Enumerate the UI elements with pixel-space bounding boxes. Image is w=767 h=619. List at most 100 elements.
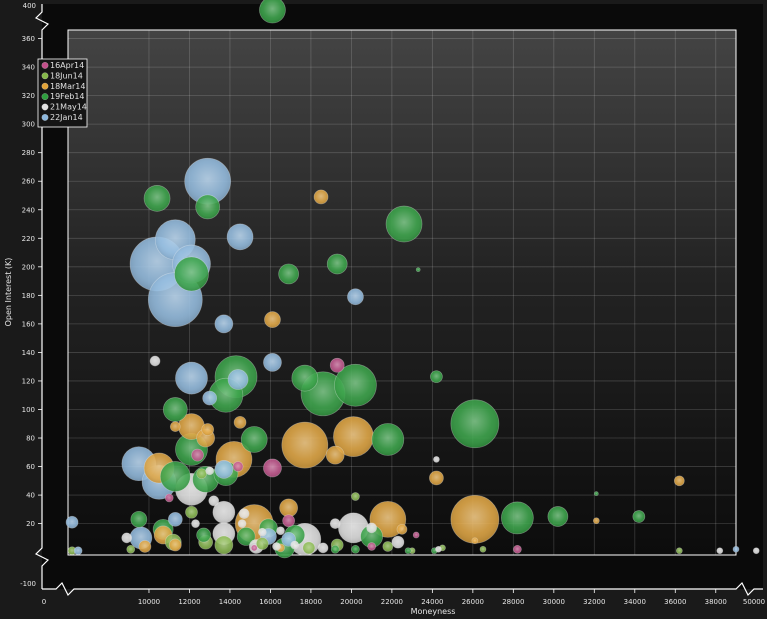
bubble-highlight	[191, 519, 200, 528]
legend-label: 18Jun14	[50, 71, 83, 80]
x-tick-label: 22000	[381, 598, 403, 606]
legend-label: 19Feb14	[50, 92, 85, 101]
bubble-22Jan14	[202, 390, 218, 406]
bubble-highlight	[450, 495, 499, 544]
bubble-highlight	[433, 456, 440, 463]
bubble-highlight	[259, 0, 286, 24]
bubble-21May14	[237, 519, 247, 528]
bubble-highlight	[327, 253, 348, 274]
bubble-19Feb14	[404, 547, 412, 555]
bubble-18Jun14	[351, 492, 360, 501]
bubble-highlight	[214, 314, 233, 333]
x-tick-label: 18000	[300, 598, 322, 606]
bubble-18Mar14	[396, 523, 408, 535]
x-tick-label: 20000	[340, 598, 362, 606]
bubble-16Apr14	[329, 357, 345, 373]
y-tick-label: 60	[26, 463, 35, 471]
y-tick-label: 240	[22, 206, 35, 214]
bubble-16Apr14	[282, 514, 295, 528]
bubble-highlight	[227, 223, 254, 250]
bubble-highlight	[391, 536, 404, 549]
bubble-21May14	[272, 542, 281, 551]
legend-marker	[41, 72, 49, 80]
bubble-19Feb14	[415, 267, 421, 273]
bubble-highlight	[258, 528, 267, 537]
bubble-18Jun14	[196, 468, 207, 480]
bubble-highlight	[238, 519, 247, 528]
bubble-18Mar14	[169, 421, 181, 432]
bubble-18Mar14	[264, 311, 281, 328]
bubble-18Jun14	[479, 545, 487, 553]
bubble-highlight	[68, 546, 77, 555]
x-tick-label: 14000	[219, 598, 241, 606]
y-tick-label: 280	[22, 149, 35, 157]
bubble-highlight	[138, 540, 151, 553]
y-tick-label: 120	[22, 377, 35, 385]
x-tick-label: 36000	[664, 598, 686, 606]
bubble-19Feb14	[174, 256, 209, 292]
bubble-16Apr14	[263, 458, 282, 478]
bubble-highlight	[168, 512, 183, 527]
bubble-highlight	[178, 413, 205, 440]
bubble-highlight	[195, 194, 220, 219]
bubble-highlight	[205, 466, 214, 475]
bubble-highlight	[405, 547, 412, 554]
y-tick-label: 300	[22, 121, 35, 129]
bubble-highlight	[716, 547, 723, 554]
bubble-21May14	[317, 542, 329, 554]
y-tick-label: 200	[22, 263, 35, 271]
bubble-highlight	[272, 542, 281, 551]
bubble-highlight	[333, 416, 374, 457]
legend-marker	[41, 93, 49, 101]
bubble-highlight	[291, 365, 318, 392]
x-tick-label: 24000	[421, 598, 443, 606]
bubble-18Jun14	[185, 505, 198, 519]
bubble-21May14	[290, 540, 300, 550]
bubble-highlight	[256, 537, 269, 550]
bubble-highlight	[397, 524, 407, 535]
bubble-highlight	[228, 369, 249, 390]
bubble-highlight	[513, 545, 522, 554]
bubble-highlight	[263, 353, 282, 372]
bubble-highlight	[330, 518, 341, 529]
bubble-19Feb14	[351, 544, 360, 554]
legend-label: 18Mar14	[50, 82, 85, 91]
bubble-16Apr14	[412, 531, 420, 539]
bubble-highlight	[351, 545, 360, 554]
bubble-22Jan14	[175, 361, 208, 395]
bubble-highlight	[326, 446, 345, 465]
bubble-18Mar14	[138, 540, 152, 553]
bubble-highlight	[130, 511, 147, 528]
bubble-21May14	[435, 545, 442, 553]
x-tick-label: 30000	[543, 598, 565, 606]
bubble-highlight	[150, 355, 161, 366]
bubble-highlight	[501, 501, 534, 534]
bubble-highlight	[126, 545, 135, 554]
bubble-highlight	[212, 501, 235, 524]
bubble-19Feb14	[195, 194, 221, 220]
legend-marker	[41, 113, 49, 121]
y-tick-label: 360	[22, 35, 35, 43]
bubble-21May14	[149, 355, 161, 367]
bubble-highlight	[169, 539, 182, 552]
bubble-highlight	[196, 528, 211, 543]
bubble-highlight	[632, 510, 645, 523]
bubble-19Feb14	[450, 399, 500, 449]
bubble-19Feb14	[259, 0, 286, 24]
bubble-21May14	[257, 527, 267, 537]
x-tick-label: 28000	[502, 598, 524, 606]
y-tick-label: 260	[22, 178, 35, 186]
bubble-18Mar14	[201, 423, 215, 436]
bubble-21May14	[716, 547, 724, 555]
bubble-highlight	[450, 399, 499, 448]
bubble-19Feb14	[130, 510, 148, 528]
bubble-highlight	[593, 517, 600, 524]
bubble-22Jan14	[263, 353, 282, 372]
bubble-22Jan14	[347, 288, 364, 306]
bubble-highlight	[366, 522, 377, 533]
bubble-18Mar14	[673, 475, 685, 487]
bubble-highlight	[351, 492, 360, 501]
bubble-highlight	[330, 358, 345, 373]
y-tick-label: 20	[26, 520, 35, 528]
x-axis-title: Moneyness	[411, 607, 456, 616]
